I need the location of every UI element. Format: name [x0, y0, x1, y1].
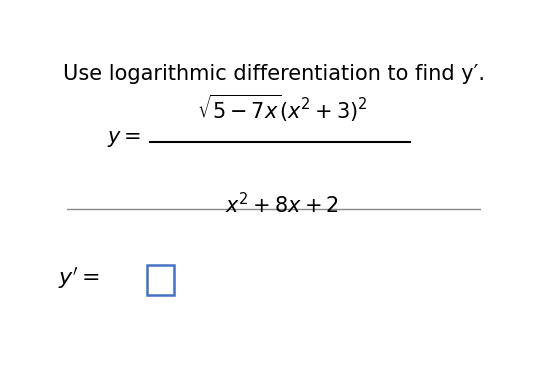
Text: $\sqrt{5-7x}\left(x^2+3\right)^{2}$: $\sqrt{5-7x}\left(x^2+3\right)^{2}$	[197, 92, 367, 124]
FancyBboxPatch shape	[147, 265, 174, 295]
Text: $x^2+8x+2$: $x^2+8x+2$	[225, 191, 339, 217]
Text: $y' =$: $y' =$	[58, 265, 100, 291]
Text: $y =$: $y =$	[107, 129, 141, 149]
Text: Use logarithmic differentiation to find y′.: Use logarithmic differentiation to find …	[62, 64, 485, 84]
